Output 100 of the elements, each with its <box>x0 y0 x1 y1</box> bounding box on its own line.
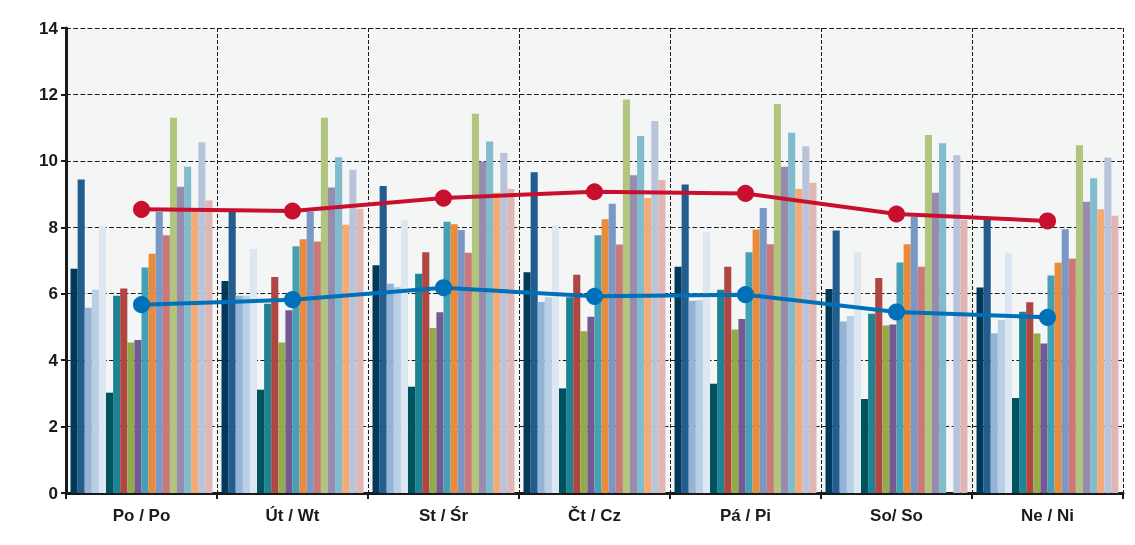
bar <box>457 229 465 493</box>
bar <box>752 229 760 493</box>
bar <box>1040 343 1048 493</box>
bar <box>868 313 876 493</box>
bar <box>924 134 932 493</box>
bar <box>113 295 121 493</box>
bar <box>839 321 847 493</box>
bar <box>717 289 725 493</box>
bar <box>342 224 350 493</box>
bar <box>141 267 149 493</box>
bar <box>976 287 984 493</box>
bar <box>1047 275 1055 493</box>
bar <box>573 274 581 493</box>
bar <box>1012 398 1020 493</box>
bar <box>120 288 128 493</box>
bar <box>651 121 659 493</box>
bar <box>903 244 911 493</box>
bar <box>106 392 114 493</box>
bar <box>983 219 991 493</box>
bar <box>674 266 682 493</box>
bar <box>846 315 854 493</box>
point <box>586 183 603 201</box>
bar <box>400 220 409 493</box>
bar <box>875 278 883 493</box>
bar <box>169 117 177 493</box>
bar <box>320 117 328 493</box>
bar <box>471 113 479 493</box>
bar <box>622 99 630 493</box>
bar <box>658 180 666 493</box>
bar <box>931 192 940 493</box>
bar <box>530 172 538 493</box>
bar <box>889 324 897 493</box>
bar <box>450 224 458 493</box>
bar <box>853 251 862 493</box>
bar <box>953 155 961 493</box>
bar <box>832 230 840 493</box>
bar <box>882 325 890 493</box>
bar <box>507 189 515 493</box>
bar <box>580 331 588 493</box>
bar <box>356 208 364 493</box>
bar <box>1004 252 1013 493</box>
bar <box>257 389 265 493</box>
bar <box>551 224 560 493</box>
bar <box>98 225 107 493</box>
bar <box>795 189 803 493</box>
bar <box>84 307 92 493</box>
bar <box>731 329 739 493</box>
bar <box>155 211 163 493</box>
bar <box>408 386 416 493</box>
bar <box>688 300 696 493</box>
bar <box>644 198 652 493</box>
point <box>586 287 603 305</box>
bar <box>1082 201 1091 493</box>
bar <box>724 266 732 493</box>
bar <box>559 388 567 493</box>
bar <box>228 211 236 493</box>
bar <box>1033 333 1041 493</box>
bar <box>306 211 314 493</box>
bar <box>235 295 243 493</box>
bar <box>681 184 689 493</box>
bar <box>759 208 767 493</box>
point <box>133 296 150 314</box>
y-tick-label: 0 <box>48 483 58 503</box>
bar <box>766 244 774 493</box>
bar <box>1068 258 1076 493</box>
bar <box>802 146 810 493</box>
bar <box>997 319 1005 493</box>
bar <box>264 303 272 493</box>
bar <box>1097 209 1105 493</box>
y-tick-label: 6 <box>48 284 58 304</box>
bar <box>594 235 602 493</box>
bar <box>1061 229 1069 493</box>
bar <box>960 219 968 493</box>
bar <box>278 342 286 493</box>
bar <box>249 248 258 493</box>
bar <box>1019 311 1027 493</box>
x-tick-label: St / Śr <box>418 506 469 525</box>
bar <box>176 186 185 493</box>
bar <box>896 262 904 493</box>
point <box>435 189 452 207</box>
y-tick-label: 4 <box>48 350 59 370</box>
bar <box>422 252 430 493</box>
bar <box>861 399 869 493</box>
bar <box>327 187 336 493</box>
bar <box>379 186 387 493</box>
bar <box>601 219 609 493</box>
x-tick-label: Pá / Pi <box>719 506 772 525</box>
bar <box>299 239 307 493</box>
bar <box>745 252 753 493</box>
bar <box>313 241 321 493</box>
point <box>737 184 754 202</box>
bar <box>198 142 206 493</box>
bar <box>939 143 947 493</box>
bar <box>91 289 99 493</box>
x-tick-label: Po / Po <box>112 506 171 525</box>
bar <box>608 203 616 493</box>
bar <box>77 179 85 493</box>
bar <box>587 316 595 493</box>
bar <box>70 268 78 493</box>
bar <box>544 297 552 493</box>
